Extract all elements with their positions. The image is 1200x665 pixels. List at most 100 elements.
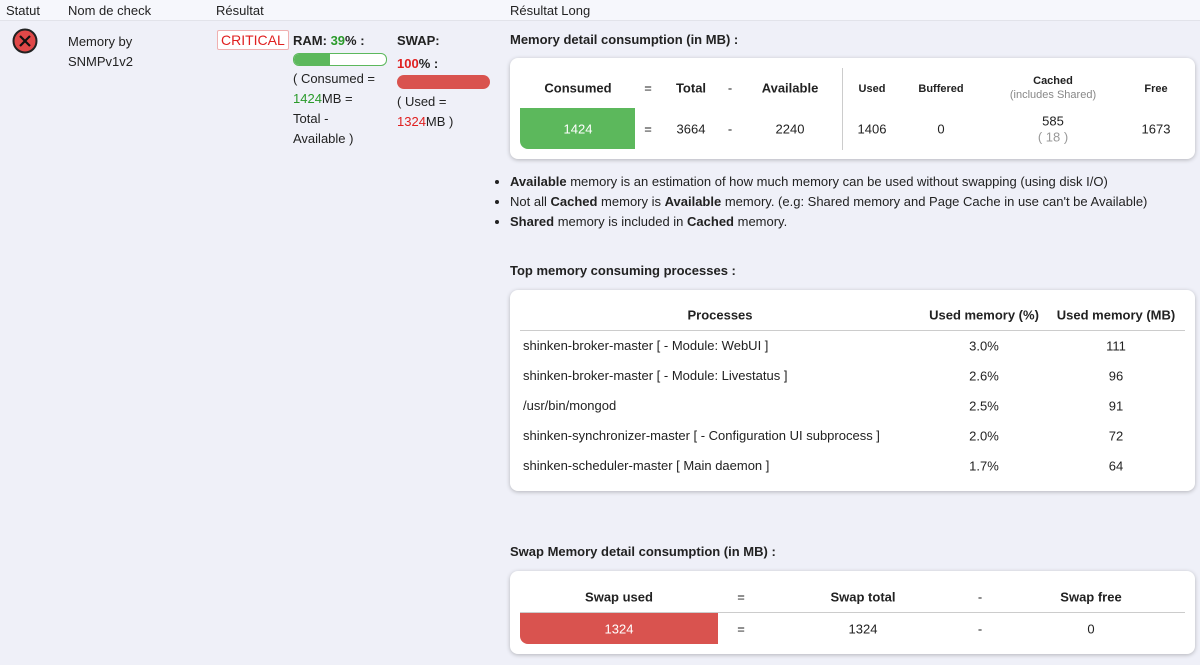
text: RAM: [293, 33, 327, 48]
td: shinken-synchronizer-master [ - Configur… [523, 428, 880, 443]
swap-used-cell [520, 613, 718, 644]
text: memory. (e.g: Shared memory and Page Cac… [721, 194, 1148, 209]
th: Cached [1033, 75, 1073, 87]
text: memory is included in [554, 214, 688, 229]
bullet: Not all Cached memory is Available memor… [510, 192, 1147, 212]
text: Total - [293, 111, 329, 126]
th: - [977, 589, 983, 605]
td: 91 [1108, 398, 1124, 414]
divider [520, 612, 1185, 613]
status-icon [12, 28, 38, 54]
td: - [727, 121, 733, 137]
text: % [418, 56, 431, 71]
th: Swap used [585, 589, 653, 605]
divider [842, 68, 843, 150]
text: Available [510, 174, 567, 189]
swap-percent: 100 [397, 56, 419, 71]
td: shinken-broker-master [ - Module: Livest… [523, 368, 788, 383]
text: ( Used = [397, 94, 447, 109]
bullet-list: Available memory is an estimation of how… [0, 172, 1147, 232]
col-header: Résultat [216, 3, 264, 18]
th: Swap total [830, 589, 896, 605]
col-header: Nom de check [68, 3, 152, 18]
td: 111 [1106, 338, 1126, 354]
th: Swap free [1060, 589, 1122, 605]
ram-bar [293, 53, 387, 66]
section-title: Swap Memory detail consumption (in MB) : [510, 544, 776, 559]
td: 585 [1042, 113, 1064, 129]
td: = [737, 621, 745, 637]
consumed-cell [520, 108, 635, 149]
td: 64 [1108, 458, 1124, 474]
bullet: Available memory is an estimation of how… [510, 172, 1108, 192]
ram-bar-fill [294, 54, 330, 65]
th: Used memory (%) [929, 307, 1039, 323]
td: shinken-broker-master [ - Module: WebUI … [523, 338, 769, 353]
th-note: (includes Shared) [1009, 89, 1097, 101]
text: Available [664, 194, 722, 209]
ram-percent: 39 [330, 33, 346, 48]
text: Not all [510, 194, 551, 209]
td: 1673 [1141, 121, 1171, 137]
td: 0 [1087, 621, 1095, 637]
td: 72 [1108, 428, 1124, 444]
col-header: Statut [6, 3, 40, 18]
td: = [644, 121, 652, 137]
swap-percent-line: 100% : [397, 56, 438, 71]
text: : [360, 33, 365, 48]
th: Used [858, 83, 886, 95]
ram-label: RAM: 39% : [293, 33, 365, 48]
td: 1.7% [969, 458, 999, 474]
td: shinken-scheduler-master [ Main daemon ] [523, 458, 770, 473]
text: Available ) [293, 131, 354, 146]
td: 1324 [604, 621, 634, 637]
td: - [977, 621, 983, 637]
text: MB ) [425, 114, 454, 129]
th: Buffered [918, 83, 964, 95]
text: % [345, 33, 357, 48]
th: Used memory (MB) [1056, 307, 1176, 323]
td: 1406 [857, 121, 887, 137]
text: memory. [734, 214, 788, 229]
td-note: ( 18 ) [1037, 129, 1069, 145]
text: 1424 [293, 91, 322, 106]
th: = [644, 80, 652, 96]
td: 2.0% [969, 428, 999, 444]
text: : [433, 56, 439, 71]
section-title: Memory detail consumption (in MB) : [510, 32, 739, 47]
text: Shared [510, 214, 555, 229]
text: memory is an estimation of how much memo… [566, 174, 1108, 189]
text: memory is [597, 194, 665, 209]
text: 1324 [397, 114, 426, 129]
td: 1324 [848, 621, 878, 637]
th: Free [1144, 83, 1168, 95]
td: /usr/bin/mongod [523, 398, 617, 413]
ram-text: ( Consumed = 1424MB = Total - Available ) [293, 69, 375, 149]
td: 1424 [563, 121, 593, 137]
text: Cached [687, 214, 734, 229]
col-header: Résultat Long [510, 3, 591, 18]
swap-bar-fill [397, 75, 490, 89]
td: 2.6% [969, 368, 999, 384]
td: 96 [1108, 368, 1124, 384]
th: Consumed [544, 80, 612, 96]
td: 2240 [775, 121, 805, 137]
td: 3664 [676, 121, 706, 137]
td: 3.0% [969, 338, 999, 354]
text: Cached [550, 194, 598, 209]
state-badge: CRITICAL [217, 30, 289, 50]
td: 0 [937, 121, 945, 137]
section-title: Top memory consuming processes : [510, 263, 736, 278]
text: MB = [321, 91, 353, 106]
header-bar [0, 0, 1200, 21]
th: Total [675, 80, 707, 96]
th: Available [761, 80, 819, 96]
td: 2.5% [969, 398, 999, 414]
swap-bar [397, 75, 490, 89]
bullet: Shared memory is included in Cached memo… [510, 212, 787, 232]
processes-card [510, 290, 1195, 491]
swap-label: SWAP: [397, 33, 440, 48]
th: - [727, 80, 733, 96]
th: = [737, 589, 745, 605]
